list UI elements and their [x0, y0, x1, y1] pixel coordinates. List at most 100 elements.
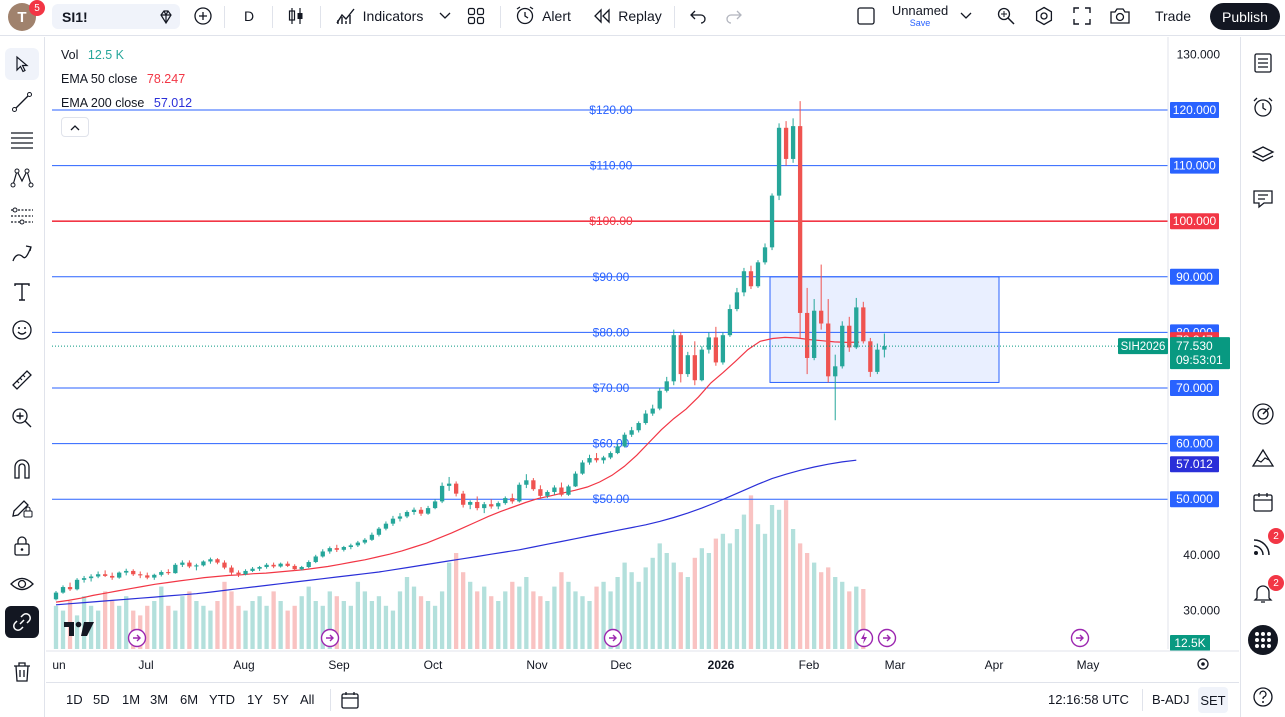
price-chart[interactable]: $120.00 120.000 $110.00 110.000 $100.00 100.0… [46, 37, 1239, 682]
volume-bar [250, 601, 255, 649]
volume-bar [320, 605, 325, 649]
apps-button[interactable] [1246, 624, 1280, 656]
snapshot-button[interactable] [1108, 0, 1132, 32]
emoji-tool[interactable] [5, 314, 39, 346]
volume-bar [783, 500, 789, 649]
alert-button[interactable]: Alert [510, 0, 576, 32]
layout-select-checkbox[interactable] [854, 0, 878, 32]
watchlist-button[interactable] [1246, 47, 1280, 79]
bell-icon [1253, 585, 1273, 603]
volume-bar [552, 586, 557, 649]
layout-name-button[interactable]: Unnamed Save [884, 0, 956, 32]
gem-icon[interactable] [158, 9, 174, 25]
range-ytd[interactable]: YTD [209, 692, 235, 707]
add-symbol-button[interactable] [190, 0, 216, 32]
ideas-button[interactable] [1246, 442, 1280, 474]
legend-collapse-button[interactable] [61, 117, 89, 137]
rectangle-drawing[interactable] [769, 276, 1000, 383]
forecast-tool[interactable] [5, 200, 39, 232]
magnet-tool[interactable] [5, 453, 39, 485]
volume-bar [826, 567, 831, 649]
trend-line-tool[interactable] [5, 86, 39, 118]
arrow-right-icon [883, 634, 891, 642]
brush-tool[interactable] [5, 238, 39, 270]
replay-button[interactable]: Replay [590, 0, 664, 32]
settings-button[interactable] [1032, 0, 1056, 32]
range-5d[interactable]: 5D [93, 692, 110, 707]
volume-bar [110, 601, 115, 649]
object-tree-button[interactable] [1246, 139, 1280, 171]
clock-display[interactable]: 12:16:58 UTC [1048, 683, 1138, 716]
range-6m[interactable]: 6M [180, 692, 199, 707]
volume-bar [496, 601, 501, 649]
cursor-tool[interactable] [5, 48, 39, 80]
text-tool[interactable] [5, 276, 39, 308]
news-button[interactable]: 2 [1246, 528, 1284, 562]
range-all[interactable]: All [300, 692, 315, 707]
indicators-button[interactable]: Indicators [332, 0, 426, 32]
ema50-legend[interactable]: EMA 50 close 78.247 [61, 72, 185, 86]
layout-dropdown[interactable] [958, 0, 974, 32]
volume-bar [362, 591, 368, 649]
ema50-line [55, 336, 860, 603]
volume-bar [446, 562, 452, 649]
volume-legend[interactable]: Vol 12.5 K [61, 48, 124, 62]
quick-search-button[interactable] [994, 0, 1018, 32]
session-toggle[interactable]: SET [1198, 687, 1228, 713]
candle-body [566, 486, 571, 495]
price-line-axis-tag [1170, 157, 1219, 174]
indicators-dropdown[interactable] [436, 0, 454, 32]
top-toolbar: T 5 SI1! D Indicators Alert Replay Un [0, 0, 1285, 36]
back-adjust-toggle[interactable]: B-ADJ [1152, 683, 1192, 716]
rectangle-box [769, 276, 1000, 383]
alerts-button[interactable] [1246, 91, 1280, 123]
chart-type-button[interactable] [282, 0, 310, 32]
goto-date-button[interactable] [340, 683, 364, 716]
templates-button[interactable] [464, 0, 488, 32]
ema200-legend[interactable]: EMA 200 close 57.012 [61, 96, 192, 110]
arrow-right-icon [609, 634, 617, 642]
technicals-button[interactable] [1246, 398, 1280, 430]
interval-button[interactable]: D [236, 0, 262, 32]
redo-button[interactable] [722, 0, 746, 32]
price-axis[interactable]: 130.00040.00030.00078.24757.01277.53009:… [1118, 37, 1230, 651]
tradingview-logo[interactable] [63, 620, 95, 638]
range-3m[interactable]: 3M [150, 692, 169, 707]
time-axis[interactable]: un Jul Aug Sep Oct Nov Dec 2026 Feb Mar Apr May [46, 650, 1239, 672]
trade-button[interactable]: Trade [1148, 0, 1198, 32]
avatar-letter: T [17, 8, 27, 26]
chats-button[interactable] [1246, 183, 1280, 215]
range-1m[interactable]: 1M [122, 692, 141, 707]
fib-tool[interactable] [5, 124, 39, 156]
remove-drawings-tool[interactable] [5, 656, 39, 688]
draw-mode-tool[interactable] [5, 492, 39, 524]
candle-body [531, 480, 536, 490]
calendar-button[interactable] [1246, 486, 1280, 518]
candle-body [306, 562, 311, 568]
notifications-button[interactable]: 2 [1246, 575, 1284, 609]
visibility-tool[interactable] [5, 568, 39, 600]
zoom-tool[interactable] [5, 402, 39, 434]
symbol-search-input[interactable]: SI1! [52, 4, 180, 29]
time-tick-label: Aug [233, 658, 254, 672]
eye-icon [10, 577, 34, 591]
publish-button[interactable]: Publish [1210, 3, 1280, 30]
undo-button[interactable] [686, 0, 710, 32]
measure-tool[interactable] [5, 364, 39, 396]
price-line-axis-label: 110.000 [1173, 159, 1216, 173]
volume-bar [489, 596, 494, 649]
sync-link-tool[interactable] [5, 606, 39, 638]
price-line-axis-label: 70.000 [1176, 381, 1213, 395]
range-1d[interactable]: 1D [66, 692, 83, 707]
help-button[interactable] [1246, 681, 1280, 713]
text-icon [14, 283, 30, 301]
range-1y[interactable]: 1Y [247, 692, 263, 707]
candle-body [320, 551, 325, 557]
time-tick-label: un [52, 658, 65, 672]
lock-tool[interactable] [5, 530, 39, 562]
fullscreen-button[interactable] [1070, 0, 1094, 32]
volume-bar [60, 610, 66, 649]
pattern-tool[interactable] [5, 162, 39, 194]
range-5y[interactable]: 5Y [273, 692, 289, 707]
layout-save-label: Save [909, 18, 931, 28]
